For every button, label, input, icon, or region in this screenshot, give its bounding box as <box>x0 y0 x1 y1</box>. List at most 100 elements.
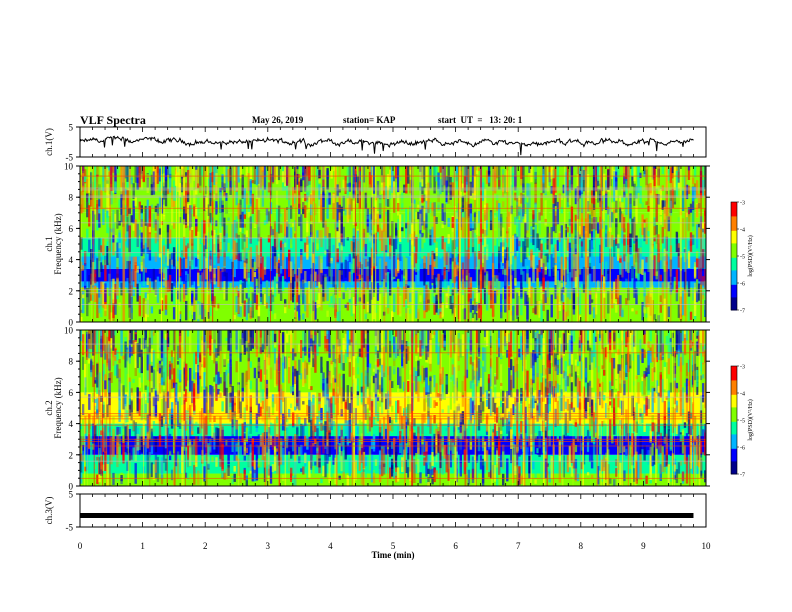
ch2-spectrogram-texture <box>491 441 495 465</box>
ch2-spectrogram-texture <box>556 368 559 375</box>
ch1-spectrogram-texture <box>489 280 493 309</box>
ch2-spectrogram-texture <box>245 447 248 453</box>
ch1-spectrogram-texture <box>425 213 428 239</box>
ch2-spectrogram-texture <box>548 465 551 469</box>
ch2-spectrogram-texture <box>187 459 190 480</box>
ch1-spectrogram-texture <box>255 187 259 199</box>
ch2-spectrogram-texture <box>491 456 495 480</box>
ch1-spectrogram-texture <box>603 297 606 319</box>
ch1-spectrogram-texture <box>197 168 200 186</box>
ch1-spectrogram-texture <box>346 261 349 281</box>
ch2-spectrogram-texture <box>116 426 119 435</box>
ch1-spectrogram-sferic <box>412 166 414 322</box>
ch2-spectrogram-texture <box>540 382 543 395</box>
ch1-spectrogram-texture <box>90 171 93 188</box>
ch2-spectrogram-texture <box>160 365 164 385</box>
ch2-spectrogram-texture <box>300 423 303 442</box>
ch1-spectrogram-texture <box>683 249 687 253</box>
ch1-spectrogram-texture <box>235 216 238 234</box>
ch1-spectrogram-texture <box>617 243 620 249</box>
ch2-spectrogram-texture <box>166 402 170 422</box>
ch1-spectrogram-texture <box>564 228 567 255</box>
ch2-spectrogram-texture <box>344 353 347 364</box>
ch2-spectrogram-texture <box>221 426 224 448</box>
ch1-spectrogram-texture <box>657 234 660 263</box>
ch1-spectrogram-colorbar-step <box>731 295 737 298</box>
ch2-spectrogram-texture <box>128 330 131 341</box>
ch2-spectrogram-texture <box>247 342 250 362</box>
ch1-spectrogram-texture <box>176 261 180 270</box>
ch1-spectrogram-texture <box>344 304 347 308</box>
ch2-spectrogram-texture <box>494 374 497 399</box>
ch1-spectrogram-texture <box>544 218 547 222</box>
ch1-spectrogram-texture <box>542 258 545 286</box>
ch1-spectrogram-texture <box>138 201 141 210</box>
ch1-spectrogram-texture <box>191 166 194 191</box>
ch1-spectrogram-sferic <box>175 166 177 322</box>
ch1-spectrogram-texture <box>320 272 323 285</box>
ch1-spectrogram-texture <box>142 263 145 287</box>
ch2-spectrogram-texture <box>536 382 539 399</box>
ch2-spectrogram-texture <box>389 467 392 479</box>
ch2-spectrogram-texture <box>92 416 95 426</box>
ch1-spectrogram-texture <box>677 171 681 179</box>
ch2-spectrogram-texture <box>90 358 93 373</box>
ch2-spectrogram-texture <box>197 330 200 353</box>
ch1-spectrogram-texture <box>320 196 323 222</box>
ch1-spectrogram-texture <box>439 166 442 173</box>
ch2-spectrogram-texture <box>273 348 277 371</box>
ch1-spectrogram-texture <box>239 304 242 318</box>
ch1-spectrogram-texture <box>130 215 133 223</box>
ch1-spectrogram-colorbar-label: log(PSD)(V²/Hz) <box>747 235 754 276</box>
ch1-waveform-ylabel: ch.1(V) <box>44 128 54 156</box>
ch2-spectrogram-texture <box>382 372 386 378</box>
ch1-spectrogram-texture <box>546 253 549 263</box>
ch2-spectrogram-texture <box>532 365 535 380</box>
ch1-spectrogram-texture <box>235 181 238 206</box>
ch2-spectrogram-texture <box>241 332 244 345</box>
ch1-spectrogram-texture <box>324 277 327 294</box>
ch1-spectrogram-texture <box>96 258 99 282</box>
ch2-spectrogram-texture <box>239 330 242 353</box>
ch2-spectrogram-texture <box>112 429 115 457</box>
ch1-spectrogram-texture <box>419 252 422 264</box>
ch1-spectrogram-texture <box>308 166 311 182</box>
ch1-spectrogram-texture <box>185 275 188 296</box>
ch2-spectrogram-texture <box>176 401 180 427</box>
ch2-spectrogram-texture <box>108 427 111 433</box>
ch2-spectrogram-texture <box>322 425 325 431</box>
ch1-spectrogram-texture <box>98 272 101 298</box>
ch1-spectrogram-texture <box>82 214 85 225</box>
ch2-spectrogram-texture <box>265 432 269 453</box>
ch1-spectrogram-texture <box>403 184 406 193</box>
ch1-spectrogram-texture <box>106 168 109 181</box>
ch2-spectrogram-texture <box>302 401 305 405</box>
ch2-spectrogram-texture <box>487 419 491 447</box>
ch1-spectrogram-texture <box>84 265 87 270</box>
ch1-spectrogram-texture <box>447 285 450 298</box>
ch2-spectrogram-texture <box>213 377 216 382</box>
ch1-spectrogram-texture <box>197 183 200 189</box>
ch1-spectrogram-texture <box>90 172 93 200</box>
ch1-spectrogram-texture <box>590 258 594 267</box>
ch1-spectrogram-texture <box>544 236 547 244</box>
ch1-spectrogram-texture <box>487 280 491 295</box>
ch2-spectrogram-texture <box>233 402 236 418</box>
ch1-spectrogram-texture <box>625 298 628 306</box>
ch1-spectrogram-texture <box>144 243 147 268</box>
ch1-spectrogram-texture <box>520 207 523 223</box>
ch2-spectrogram-texture <box>310 386 313 391</box>
ch1-spectrogram-texture <box>271 166 275 183</box>
ch1-spectrogram-sferic <box>453 166 455 322</box>
ch2-spectrogram-texture <box>191 417 194 432</box>
ch1-spectrogram-texture <box>451 295 454 304</box>
ch2-spectrogram-texture <box>389 330 392 341</box>
ch2-spectrogram-texture <box>100 455 103 466</box>
ch1-spectrogram-texture <box>641 166 644 170</box>
ch2-spectrogram-texture <box>90 463 93 470</box>
ch1-spectrogram-texture <box>421 232 424 238</box>
ch1-spectrogram-texture <box>443 315 446 322</box>
ch1-spectrogram-texture <box>481 290 485 300</box>
ch1-spectrogram-texture <box>528 277 531 298</box>
ch1-spectrogram-texture <box>265 208 269 224</box>
